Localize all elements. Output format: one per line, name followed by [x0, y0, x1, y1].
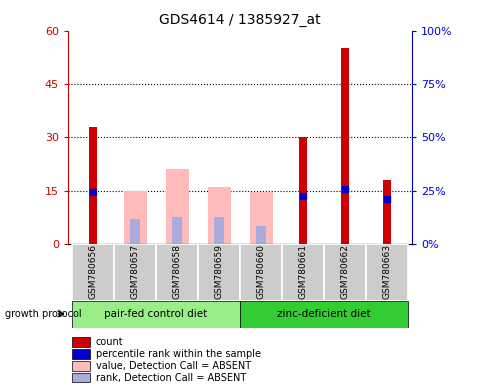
Text: GSM780661: GSM780661 — [298, 244, 307, 299]
Text: percentile rank within the sample: percentile rank within the sample — [95, 349, 260, 359]
Bar — [365, 244, 407, 301]
Bar — [299, 137, 306, 244]
Text: rank, Detection Call = ABSENT: rank, Detection Call = ABSENT — [95, 372, 245, 382]
Bar — [72, 244, 114, 301]
Bar — [72, 349, 90, 359]
Text: GSM780658: GSM780658 — [172, 244, 181, 299]
Bar — [172, 217, 182, 244]
Text: growth protocol: growth protocol — [5, 309, 81, 319]
Bar — [130, 219, 139, 244]
Bar — [72, 301, 240, 328]
Bar — [165, 169, 188, 244]
Bar — [240, 244, 282, 301]
Bar — [282, 244, 323, 301]
Text: GSM780656: GSM780656 — [89, 244, 97, 299]
Bar — [323, 244, 365, 301]
Text: GSM780657: GSM780657 — [130, 244, 139, 299]
Bar — [214, 217, 223, 244]
Bar — [197, 244, 240, 301]
Bar — [240, 301, 407, 328]
Text: zinc-deficient diet: zinc-deficient diet — [277, 310, 370, 319]
Text: count: count — [95, 337, 123, 347]
Bar — [207, 187, 230, 244]
Text: GSM780660: GSM780660 — [256, 244, 265, 299]
Bar — [156, 244, 197, 301]
Bar — [256, 226, 265, 244]
Text: value, Detection Call = ABSENT: value, Detection Call = ABSENT — [95, 361, 250, 371]
Text: GSM780659: GSM780659 — [214, 244, 223, 299]
Bar — [123, 190, 146, 244]
Bar — [114, 244, 156, 301]
Title: GDS4614 / 1385927_at: GDS4614 / 1385927_at — [159, 13, 320, 27]
Text: pair-fed control diet: pair-fed control diet — [104, 310, 207, 319]
Bar — [382, 180, 390, 244]
Bar — [249, 192, 272, 244]
Bar — [89, 127, 97, 244]
Bar — [341, 48, 348, 244]
Text: GSM780662: GSM780662 — [340, 244, 349, 299]
Bar — [72, 373, 90, 382]
Text: GSM780663: GSM780663 — [382, 244, 391, 299]
Bar — [72, 337, 90, 347]
Bar — [72, 361, 90, 371]
